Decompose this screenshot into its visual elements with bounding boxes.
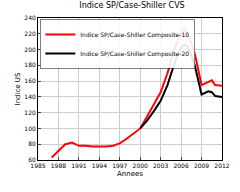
svg-text:2003: 2003 <box>153 162 168 169</box>
svg-text:180: 180 <box>24 61 36 68</box>
svg-text:200: 200 <box>24 46 36 53</box>
svg-text:160: 160 <box>24 77 36 84</box>
svg-text:1994: 1994 <box>92 162 107 169</box>
svg-text:1988: 1988 <box>51 162 66 169</box>
svg-text:2012: 2012 <box>214 162 229 169</box>
svg-text:140: 140 <box>24 93 36 100</box>
svg-text:120: 120 <box>24 109 36 116</box>
svg-text:2006: 2006 <box>173 162 188 169</box>
svg-text:2000: 2000 <box>133 162 148 169</box>
svg-text:240: 240 <box>24 14 36 21</box>
svg-text:80: 80 <box>28 140 36 147</box>
svg-text:60: 60 <box>28 156 36 163</box>
svg-text:1997: 1997 <box>112 162 127 169</box>
svg-text:Annees: Annees <box>117 170 143 178</box>
svg-text:100: 100 <box>24 125 36 132</box>
svg-text:Indice SP/Case-Shiller CVS: Indice SP/Case-Shiller CVS <box>79 1 184 10</box>
svg-text:220: 220 <box>24 30 36 37</box>
svg-text:1985: 1985 <box>30 162 45 169</box>
svg-text:1991: 1991 <box>71 162 86 169</box>
svg-text:Indice SP/Case-Shiller Composi: Indice SP/Case-Shiller Composite-10 <box>80 31 189 39</box>
svg-text:Indice US: Indice US <box>14 72 22 105</box>
svg-text:Indice SP/Case-Shiller Composi: Indice SP/Case-Shiller Composite-20 <box>80 50 189 58</box>
svg-text:2009: 2009 <box>194 162 209 169</box>
